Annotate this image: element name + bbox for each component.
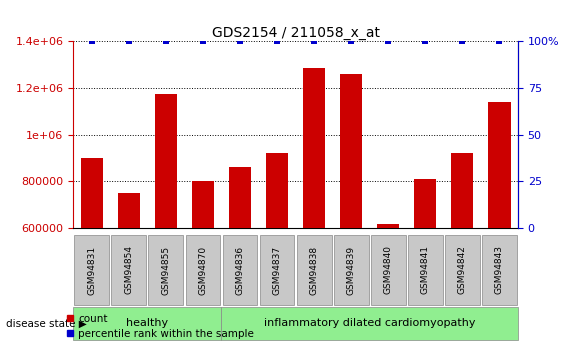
Title: GDS2154 / 211058_x_at: GDS2154 / 211058_x_at bbox=[212, 26, 379, 40]
Text: GSM94841: GSM94841 bbox=[421, 245, 430, 295]
Text: GSM94836: GSM94836 bbox=[235, 245, 244, 295]
Bar bbox=[452, 153, 473, 228]
Text: GSM94837: GSM94837 bbox=[272, 245, 282, 295]
Text: GSM94843: GSM94843 bbox=[495, 245, 504, 295]
Text: inflammatory dilated cardiomyopathy: inflammatory dilated cardiomyopathy bbox=[264, 318, 475, 328]
Text: GSM94838: GSM94838 bbox=[310, 245, 319, 295]
Text: GSM94842: GSM94842 bbox=[458, 246, 467, 294]
Legend: count, percentile rank within the sample: count, percentile rank within the sample bbox=[61, 310, 258, 343]
Bar bbox=[303, 68, 325, 228]
Text: healthy: healthy bbox=[126, 318, 168, 328]
Bar bbox=[192, 181, 214, 228]
Text: GSM94870: GSM94870 bbox=[198, 245, 207, 295]
Bar bbox=[155, 94, 177, 228]
Bar bbox=[377, 224, 399, 228]
Text: GSM94840: GSM94840 bbox=[384, 245, 393, 295]
Text: disease state ▶: disease state ▶ bbox=[6, 318, 86, 328]
Text: GSM94854: GSM94854 bbox=[124, 245, 133, 295]
Text: GSM94831: GSM94831 bbox=[87, 245, 96, 295]
Text: GSM94839: GSM94839 bbox=[347, 245, 356, 295]
Bar bbox=[229, 167, 251, 228]
Bar bbox=[118, 193, 140, 228]
Bar bbox=[266, 153, 288, 228]
Bar bbox=[488, 102, 511, 228]
Text: GSM94855: GSM94855 bbox=[162, 245, 171, 295]
Bar bbox=[81, 158, 103, 228]
Bar bbox=[414, 179, 436, 228]
Bar bbox=[340, 74, 363, 228]
